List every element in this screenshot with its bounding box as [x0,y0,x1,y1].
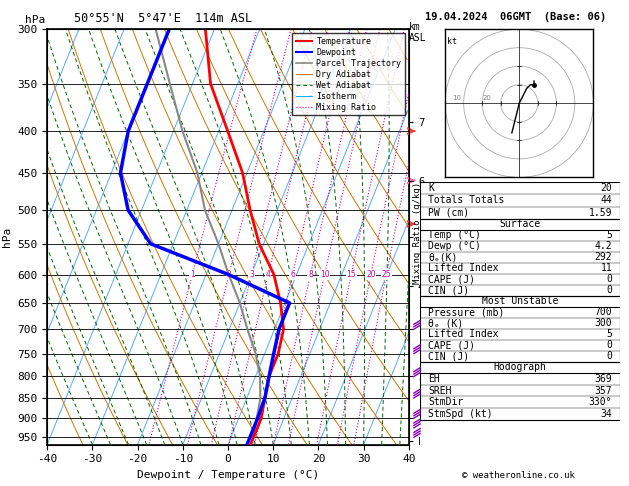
Text: 1.59: 1.59 [589,208,612,218]
Text: Dewp (°C): Dewp (°C) [428,241,481,251]
Text: 1: 1 [190,270,194,279]
Text: 15: 15 [347,270,356,279]
Text: 10: 10 [452,95,462,101]
Text: 19.04.2024  06GMT  (Base: 06): 19.04.2024 06GMT (Base: 06) [425,12,606,22]
Bar [420,182,620,219]
Text: kt: kt [447,36,457,46]
Text: 0: 0 [606,340,612,350]
Y-axis label: hPa: hPa [2,227,12,247]
X-axis label: Dewpoint / Temperature (°C): Dewpoint / Temperature (°C) [137,470,319,480]
Text: 0: 0 [606,351,612,361]
Text: 4.2: 4.2 [594,241,612,251]
Text: hPa: hPa [25,15,46,25]
Text: 3: 3 [249,270,254,279]
Text: CIN (J): CIN (J) [428,351,469,361]
Legend: Temperature, Dewpoint, Parcel Trajectory, Dry Adiabat, Wet Adiabat, Isotherm, Mi: Temperature, Dewpoint, Parcel Trajectory… [292,34,404,116]
Text: 50°55'N  5°47'E  114m ASL: 50°55'N 5°47'E 114m ASL [74,12,252,25]
Text: 0: 0 [606,285,612,295]
Text: 34: 34 [601,409,612,419]
Text: Totals Totals: Totals Totals [428,195,504,206]
Text: PW (cm): PW (cm) [428,208,469,218]
Text: 357: 357 [594,385,612,396]
Bar [420,362,620,419]
Text: Most Unstable: Most Unstable [482,296,559,306]
Text: Hodograph: Hodograph [494,363,547,372]
Text: θₑ (K): θₑ (K) [428,318,464,328]
Text: 44: 44 [601,195,612,206]
Text: 20: 20 [366,270,376,279]
Text: 20: 20 [482,95,491,101]
Text: 369: 369 [594,374,612,384]
Text: 6: 6 [290,270,295,279]
Text: Surface: Surface [499,219,541,229]
Text: km
ASL: km ASL [409,22,426,43]
Text: Lifted Index: Lifted Index [428,263,499,273]
Text: Temp (°C): Temp (°C) [428,230,481,240]
Text: StmDir: StmDir [428,397,464,407]
Bar [420,219,620,295]
Text: 20: 20 [601,183,612,193]
Text: 2: 2 [226,270,231,279]
Text: 0: 0 [606,274,612,284]
Text: 292: 292 [594,252,612,262]
Text: 700: 700 [594,307,612,317]
Bar [420,295,620,362]
Text: SREH: SREH [428,385,452,396]
Text: CAPE (J): CAPE (J) [428,274,475,284]
Text: K: K [428,183,434,193]
Text: © weatheronline.co.uk: © weatheronline.co.uk [462,471,576,480]
Text: EH: EH [428,374,440,384]
Text: Mixing Ratio (g/kg): Mixing Ratio (g/kg) [413,182,422,284]
Text: 5: 5 [606,230,612,240]
Text: 8: 8 [308,270,313,279]
Text: 5: 5 [606,329,612,339]
Text: Lifted Index: Lifted Index [428,329,499,339]
Text: θₑ(K): θₑ(K) [428,252,457,262]
Text: Pressure (mb): Pressure (mb) [428,307,504,317]
Text: 10: 10 [320,270,330,279]
Text: 11: 11 [601,263,612,273]
Text: 300: 300 [594,318,612,328]
Text: StmSpd (kt): StmSpd (kt) [428,409,493,419]
Text: CAPE (J): CAPE (J) [428,340,475,350]
Text: CIN (J): CIN (J) [428,285,469,295]
Text: 330°: 330° [589,397,612,407]
Text: 25: 25 [382,270,391,279]
Text: 4: 4 [265,270,270,279]
